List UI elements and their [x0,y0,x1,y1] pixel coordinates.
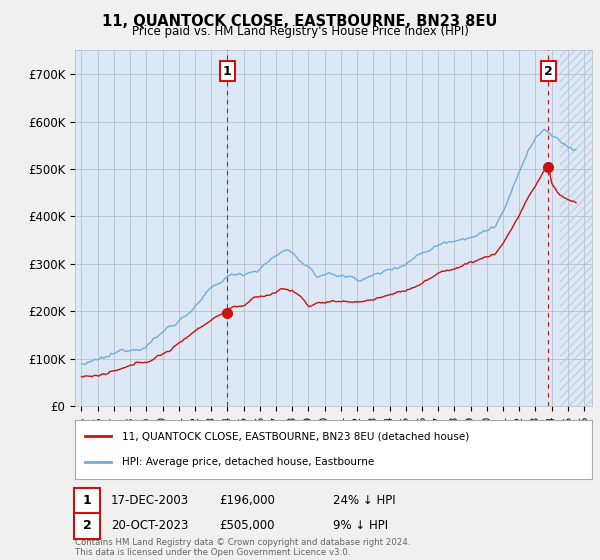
Text: Price paid vs. HM Land Registry's House Price Index (HPI): Price paid vs. HM Land Registry's House … [131,25,469,38]
Text: 17-DEC-2003: 17-DEC-2003 [111,494,189,507]
Text: 11, QUANTOCK CLOSE, EASTBOURNE, BN23 8EU (detached house): 11, QUANTOCK CLOSE, EASTBOURNE, BN23 8EU… [122,431,469,441]
Text: 24% ↓ HPI: 24% ↓ HPI [333,494,395,507]
Bar [560,50,592,406]
Text: 2: 2 [83,519,91,533]
Text: Contains HM Land Registry data © Crown copyright and database right 2024.
This d: Contains HM Land Registry data © Crown c… [75,538,410,557]
Text: 9% ↓ HPI: 9% ↓ HPI [333,519,388,533]
Text: 2: 2 [544,64,553,78]
Text: 1: 1 [223,64,232,78]
Text: 11, QUANTOCK CLOSE, EASTBOURNE, BN23 8EU: 11, QUANTOCK CLOSE, EASTBOURNE, BN23 8EU [103,14,497,29]
Text: £196,000: £196,000 [219,494,275,507]
Text: 1: 1 [83,494,91,507]
Text: £505,000: £505,000 [219,519,275,533]
Text: 20-OCT-2023: 20-OCT-2023 [111,519,188,533]
Text: HPI: Average price, detached house, Eastbourne: HPI: Average price, detached house, East… [122,458,374,468]
